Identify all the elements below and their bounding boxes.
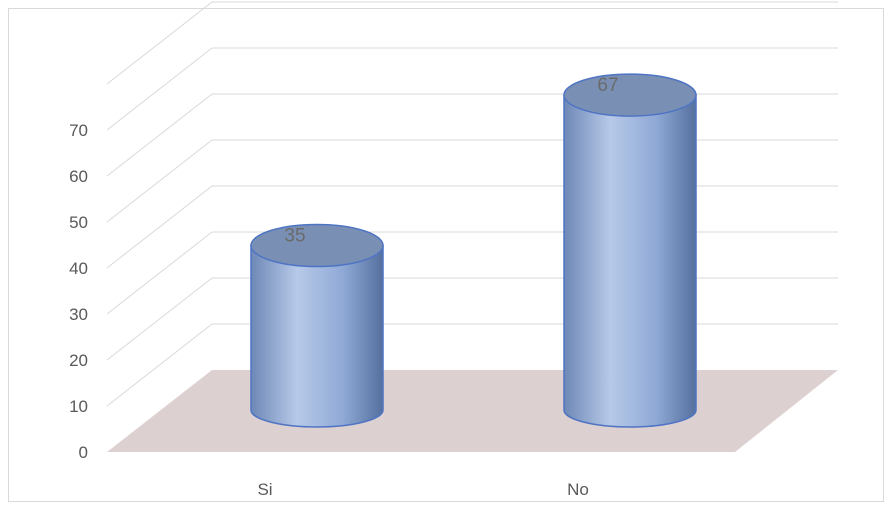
y-tick-label: 10 (69, 397, 88, 416)
y-tick-label: 60 (69, 167, 88, 186)
data-label: 35 (284, 226, 305, 247)
gridline-side-60 (106, 93, 213, 177)
bar-body (250, 244, 384, 428)
gridline-side-70 (106, 47, 213, 131)
x-axis: Si No (257, 480, 588, 499)
gridline-side-40 (106, 185, 213, 269)
y-axis: 0 10 20 30 40 50 60 70 (69, 121, 88, 462)
gridline-side-30 (106, 231, 213, 315)
y-tick-label: 30 (69, 305, 88, 324)
gridline-side-20 (106, 277, 213, 361)
y-tick-label: 40 (69, 259, 88, 278)
bar-top (250, 223, 384, 268)
bar-si: 35 (250, 223, 384, 428)
bar-top (563, 73, 697, 117)
x-category-label: Si (257, 480, 272, 499)
bars: 35 67 (250, 73, 697, 428)
gridline-side-10 (106, 323, 213, 407)
gridline-side-80 (106, 1, 213, 85)
data-label: 67 (597, 75, 618, 96)
gridline-side-50 (106, 139, 213, 223)
y-tick-label: 70 (69, 121, 88, 140)
bar-body (563, 94, 697, 428)
y-tick-label: 50 (69, 213, 88, 232)
gridlines (106, 1, 838, 407)
chart-floor (107, 370, 838, 452)
y-tick-label: 20 (69, 351, 88, 370)
x-category-label: No (567, 480, 589, 499)
bar-no: 67 (563, 73, 697, 428)
y-tick-label: 0 (79, 443, 88, 462)
